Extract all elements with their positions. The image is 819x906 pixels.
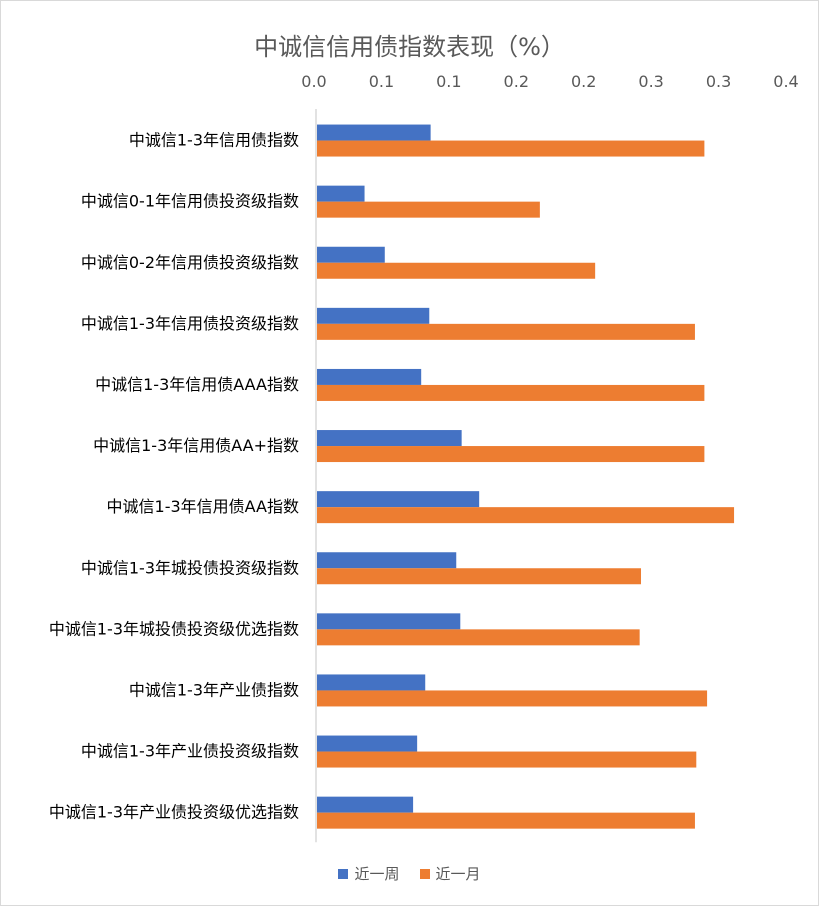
bar-month bbox=[317, 507, 735, 524]
x-tick-label: 0.2 bbox=[504, 72, 529, 91]
category-label: 中诚信1-3年信用债AAA指数 bbox=[95, 375, 299, 394]
bar-week bbox=[317, 124, 431, 141]
legend: 近一周 近一月 bbox=[1, 863, 818, 884]
bar-month bbox=[317, 751, 697, 768]
category-label: 中诚信1-3年信用债AA+指数 bbox=[93, 436, 299, 455]
legend-label-week: 近一周 bbox=[354, 865, 400, 883]
bar-week bbox=[317, 735, 418, 752]
chart-title: 中诚信信用债指数表现（%） bbox=[254, 33, 565, 61]
bar-month bbox=[317, 812, 695, 829]
bar-week bbox=[317, 491, 480, 508]
bar-month bbox=[317, 140, 705, 157]
x-tick-label: 0.3 bbox=[706, 72, 731, 91]
legend-item-week: 近一周 bbox=[338, 863, 400, 884]
bar-week bbox=[317, 246, 385, 263]
bar-month bbox=[317, 323, 695, 340]
bar-week bbox=[317, 430, 462, 447]
legend-label-month: 近一月 bbox=[435, 865, 481, 883]
x-tick-label: 0.4 bbox=[773, 72, 798, 91]
bar-week bbox=[317, 674, 426, 691]
category-label: 中诚信0-1年信用债投资级指数 bbox=[81, 192, 299, 211]
x-tick-label: 0.3 bbox=[638, 72, 663, 91]
x-tick-label: 0.1 bbox=[369, 72, 394, 91]
bar-month bbox=[317, 690, 708, 707]
bar-month bbox=[317, 629, 640, 646]
bar-week bbox=[317, 796, 414, 813]
legend-swatch-week bbox=[338, 868, 349, 879]
bar-week bbox=[317, 307, 430, 324]
legend-item-month: 近一月 bbox=[419, 863, 481, 884]
legend-swatch-month bbox=[419, 868, 430, 879]
bar-week bbox=[317, 368, 422, 385]
category-label: 中诚信1-3年信用债投资级指数 bbox=[81, 314, 299, 333]
x-tick-label: 0.1 bbox=[436, 72, 461, 91]
category-label: 中诚信1-3年产业债投资级指数 bbox=[81, 742, 299, 761]
category-label: 中诚信1-3年产业债指数 bbox=[129, 680, 299, 699]
bar-week bbox=[317, 552, 457, 569]
bar-month bbox=[317, 384, 705, 401]
bar-month bbox=[317, 201, 540, 218]
x-tick-label: 0.2 bbox=[571, 72, 596, 91]
category-label: 中诚信1-3年城投债投资级优选指数 bbox=[49, 619, 299, 638]
category-label: 中诚信1-3年产业债投资级优选指数 bbox=[49, 803, 299, 822]
x-tick-label: 0.0 bbox=[301, 72, 326, 91]
category-label: 中诚信1-3年信用债AA指数 bbox=[107, 497, 299, 516]
bar-month bbox=[317, 262, 596, 279]
bar-month bbox=[317, 568, 642, 585]
bar-week bbox=[317, 185, 365, 202]
category-label: 中诚信1-3年城投债投资级指数 bbox=[81, 558, 299, 577]
bar-week bbox=[317, 613, 461, 630]
category-label: 中诚信0-2年信用债投资级指数 bbox=[81, 253, 299, 272]
bar-month bbox=[317, 446, 705, 463]
category-label: 中诚信1-3年信用债指数 bbox=[129, 131, 299, 150]
